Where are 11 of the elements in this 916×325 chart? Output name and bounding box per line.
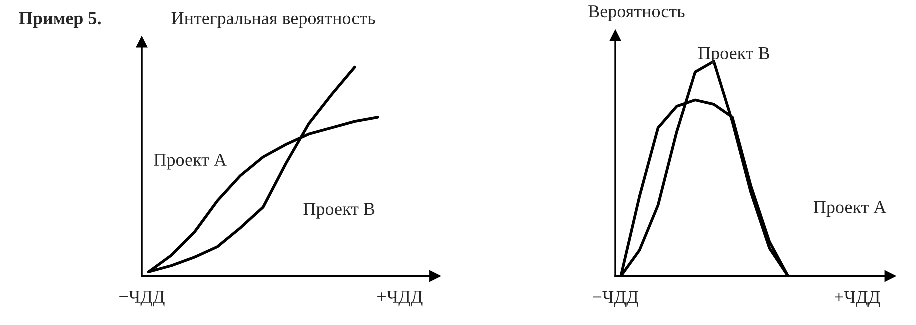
series-label: Проект В <box>304 203 375 219</box>
text: +ЧДД <box>835 291 880 308</box>
y-axis-title: Интегральная вероятность <box>172 12 376 28</box>
text: +ЧДД <box>378 290 423 307</box>
y-axis-title: Вероятность <box>588 6 685 22</box>
series-label: Проект В <box>698 48 770 64</box>
series-label: Проект А <box>154 154 227 170</box>
text: Проект А <box>814 201 887 218</box>
chart-title: Пример 5. <box>19 12 101 28</box>
text: −ЧДД <box>593 291 638 308</box>
text: −ЧДД <box>120 290 165 307</box>
